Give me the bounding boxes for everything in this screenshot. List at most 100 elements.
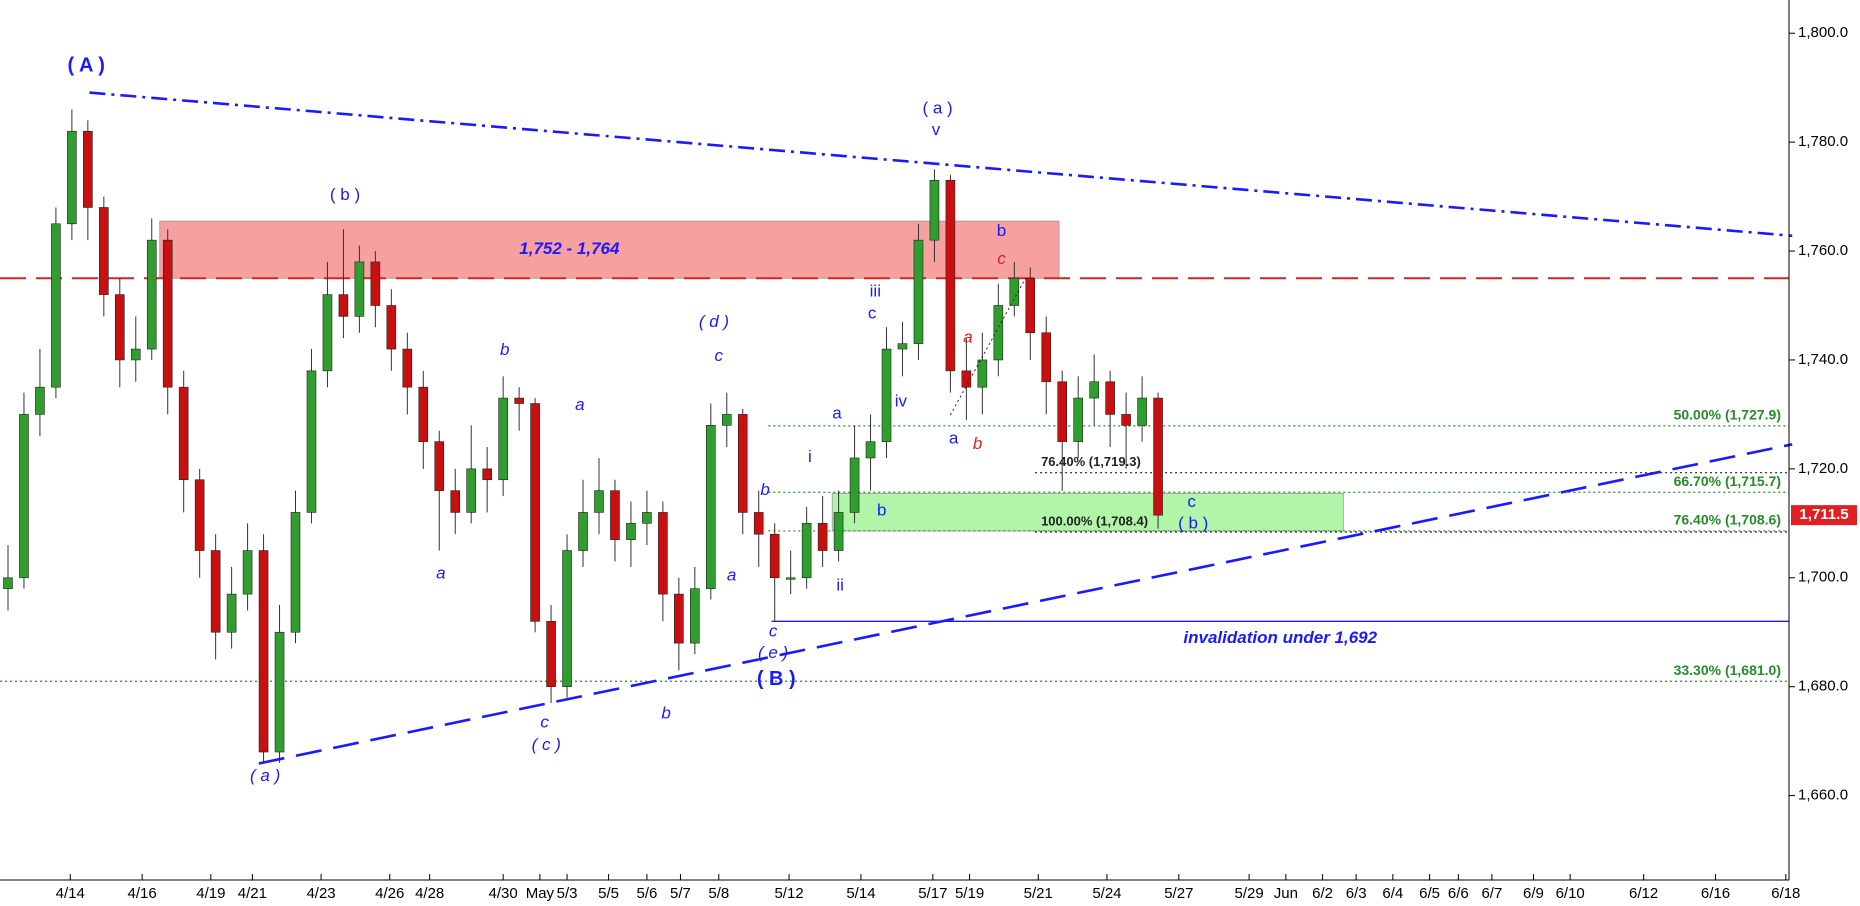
candle-body — [929, 179, 940, 241]
level-label: invalidation under 1,692 — [1183, 628, 1377, 647]
candle-body — [1025, 277, 1036, 334]
x-tick-label: Jun — [1274, 885, 1298, 902]
wave-label: a — [949, 428, 959, 447]
wave-label: v — [932, 120, 941, 139]
candle-body — [258, 550, 269, 753]
y-tick-label: 1,740.0 — [1798, 351, 1848, 368]
wave-label: c — [1187, 492, 1196, 511]
candle-body — [881, 348, 892, 442]
wave-label: ii — [836, 575, 844, 594]
candle-body — [226, 593, 237, 633]
wave-label: i — [808, 447, 812, 466]
candle-body — [546, 621, 556, 687]
wave-label: b — [760, 480, 769, 499]
wave-label: c — [769, 622, 778, 641]
x-tick-label: 5/24 — [1092, 885, 1121, 902]
candle-body — [210, 550, 221, 633]
candle-body — [370, 261, 381, 306]
candle-body — [434, 441, 445, 491]
x-tick-label: 4/28 — [415, 885, 444, 902]
x-tick-label: 5/27 — [1164, 885, 1193, 902]
candle-body — [578, 512, 588, 551]
candle-body — [402, 348, 413, 388]
candle-body — [354, 261, 365, 317]
wave-label: ( b ) — [1178, 513, 1208, 532]
candle-body — [99, 207, 109, 295]
x-tick-label: 6/6 — [1448, 885, 1469, 902]
candle-body — [785, 577, 796, 580]
candle-body — [322, 294, 333, 372]
x-tick-label: 6/3 — [1346, 885, 1367, 902]
wave-label: a — [575, 395, 584, 414]
candle-body — [1041, 332, 1052, 383]
level-label: 76.40% (1,708.6) — [1674, 512, 1781, 528]
candle-body — [19, 414, 29, 579]
wave-label: a — [436, 563, 445, 582]
wave-label: ( c ) — [532, 735, 561, 754]
candle-body — [1057, 381, 1068, 442]
candle-body — [801, 523, 812, 579]
candle-body — [753, 512, 764, 535]
zone — [159, 220, 1060, 279]
wave-label: ( d ) — [699, 312, 729, 331]
wave-label: c — [715, 346, 724, 365]
candle-body — [178, 386, 189, 481]
wave-label: iii — [870, 281, 881, 300]
candle-body — [514, 397, 524, 404]
x-tick-label: 5/5 — [598, 885, 619, 902]
candle-body — [1009, 277, 1020, 306]
candle-body — [338, 294, 349, 317]
candle-body — [146, 239, 157, 350]
level-label: 50.00% (1,727.9) — [1674, 407, 1781, 423]
candle-body — [306, 370, 317, 513]
candle-body — [961, 370, 972, 388]
y-tick-label: 1,720.0 — [1798, 460, 1848, 477]
candle-body — [1089, 381, 1099, 399]
x-tick-label: 4/14 — [56, 885, 85, 902]
wave-label: ( b ) — [330, 185, 360, 204]
candle-body — [833, 512, 844, 551]
wave-label: b — [997, 221, 1006, 240]
candle-body — [562, 550, 572, 687]
zone — [831, 492, 1344, 532]
level-label: 66.70% (1,715.7) — [1674, 473, 1781, 489]
trend-line — [258, 443, 1793, 765]
x-tick-label: 5/7 — [670, 885, 691, 902]
wave-label: ( a ) — [250, 766, 280, 785]
candle-body — [130, 348, 141, 361]
wave-label: ( e ) — [758, 643, 788, 662]
candle-body — [658, 512, 668, 595]
y-tick-label: 1,660.0 — [1798, 787, 1848, 804]
candle-body — [386, 305, 397, 350]
candle-body — [690, 588, 700, 644]
x-tick-label: 4/23 — [306, 885, 335, 902]
x-tick-label: 5/19 — [955, 885, 984, 902]
x-tick-label: 5/14 — [846, 885, 875, 902]
candle-body — [706, 424, 716, 589]
x-tick-label: 4/21 — [238, 885, 267, 902]
y-tick-label: 1,760.0 — [1798, 242, 1848, 259]
zone-label: 1,752 - 1,764 — [519, 239, 620, 258]
y-tick-label: 1,680.0 — [1798, 678, 1848, 695]
trend-line — [89, 91, 1793, 238]
x-tick-label: 4/16 — [128, 885, 157, 902]
candle-body — [450, 490, 461, 513]
wave-label: ( A ) — [68, 55, 105, 77]
x-tick-label: 5/12 — [774, 885, 803, 902]
candle-body — [194, 479, 205, 551]
candle-body — [817, 523, 828, 551]
candle-body — [913, 239, 924, 344]
wave-label: a — [963, 328, 972, 347]
wave-label: c — [868, 304, 877, 323]
candle-body — [594, 490, 604, 513]
candle-body — [945, 179, 956, 372]
candle-body — [290, 512, 301, 633]
y-tick-label: 1,780.0 — [1798, 133, 1848, 150]
candle-body — [418, 386, 429, 442]
candle-body — [3, 577, 13, 589]
wave-label: b — [973, 434, 982, 453]
candle-body — [865, 441, 876, 459]
candle-body — [274, 631, 285, 753]
